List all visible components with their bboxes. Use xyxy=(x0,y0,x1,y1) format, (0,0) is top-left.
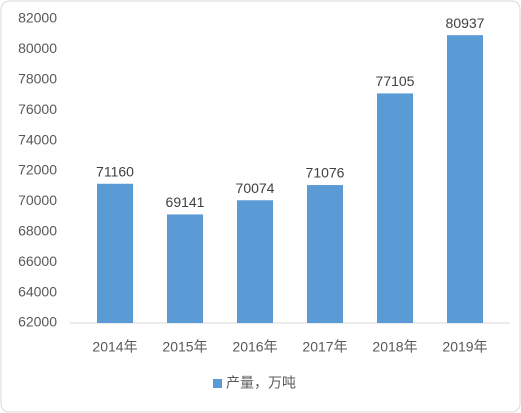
legend-swatch xyxy=(213,379,222,388)
y-tick-label: 68000 xyxy=(18,223,57,239)
bar xyxy=(237,200,273,323)
x-tick-label: 2015年 xyxy=(162,339,207,355)
x-tick-label: 2014年 xyxy=(92,339,137,355)
bar xyxy=(167,214,203,323)
data-label: 71076 xyxy=(306,165,345,181)
y-tick-label: 82000 xyxy=(18,10,57,26)
data-label: 80937 xyxy=(446,15,485,31)
y-tick-label: 78000 xyxy=(18,71,57,87)
y-tick-label: 70000 xyxy=(18,192,57,208)
y-tick-label: 80000 xyxy=(18,40,57,56)
y-tick-label: 72000 xyxy=(18,162,57,178)
x-tick-label: 2018年 xyxy=(372,339,417,355)
y-tick-label: 64000 xyxy=(18,283,57,299)
bar xyxy=(377,93,413,324)
y-tick-label: 74000 xyxy=(18,131,57,147)
bar xyxy=(307,185,343,323)
y-tick-label: 76000 xyxy=(18,101,57,117)
data-label: 70074 xyxy=(236,180,275,196)
data-label: 69141 xyxy=(166,194,205,210)
y-tick-label: 62000 xyxy=(18,314,57,330)
data-label: 77105 xyxy=(376,73,415,89)
x-tick-label: 2019年 xyxy=(442,339,487,355)
x-tick-label: 2017年 xyxy=(302,339,347,355)
x-tick-label: 2016年 xyxy=(232,339,277,355)
y-tick-label: 66000 xyxy=(18,253,57,269)
data-label: 71160 xyxy=(96,163,134,179)
bar xyxy=(447,35,483,324)
bar xyxy=(97,183,133,323)
legend-label: 产量，万吨 xyxy=(226,375,296,391)
